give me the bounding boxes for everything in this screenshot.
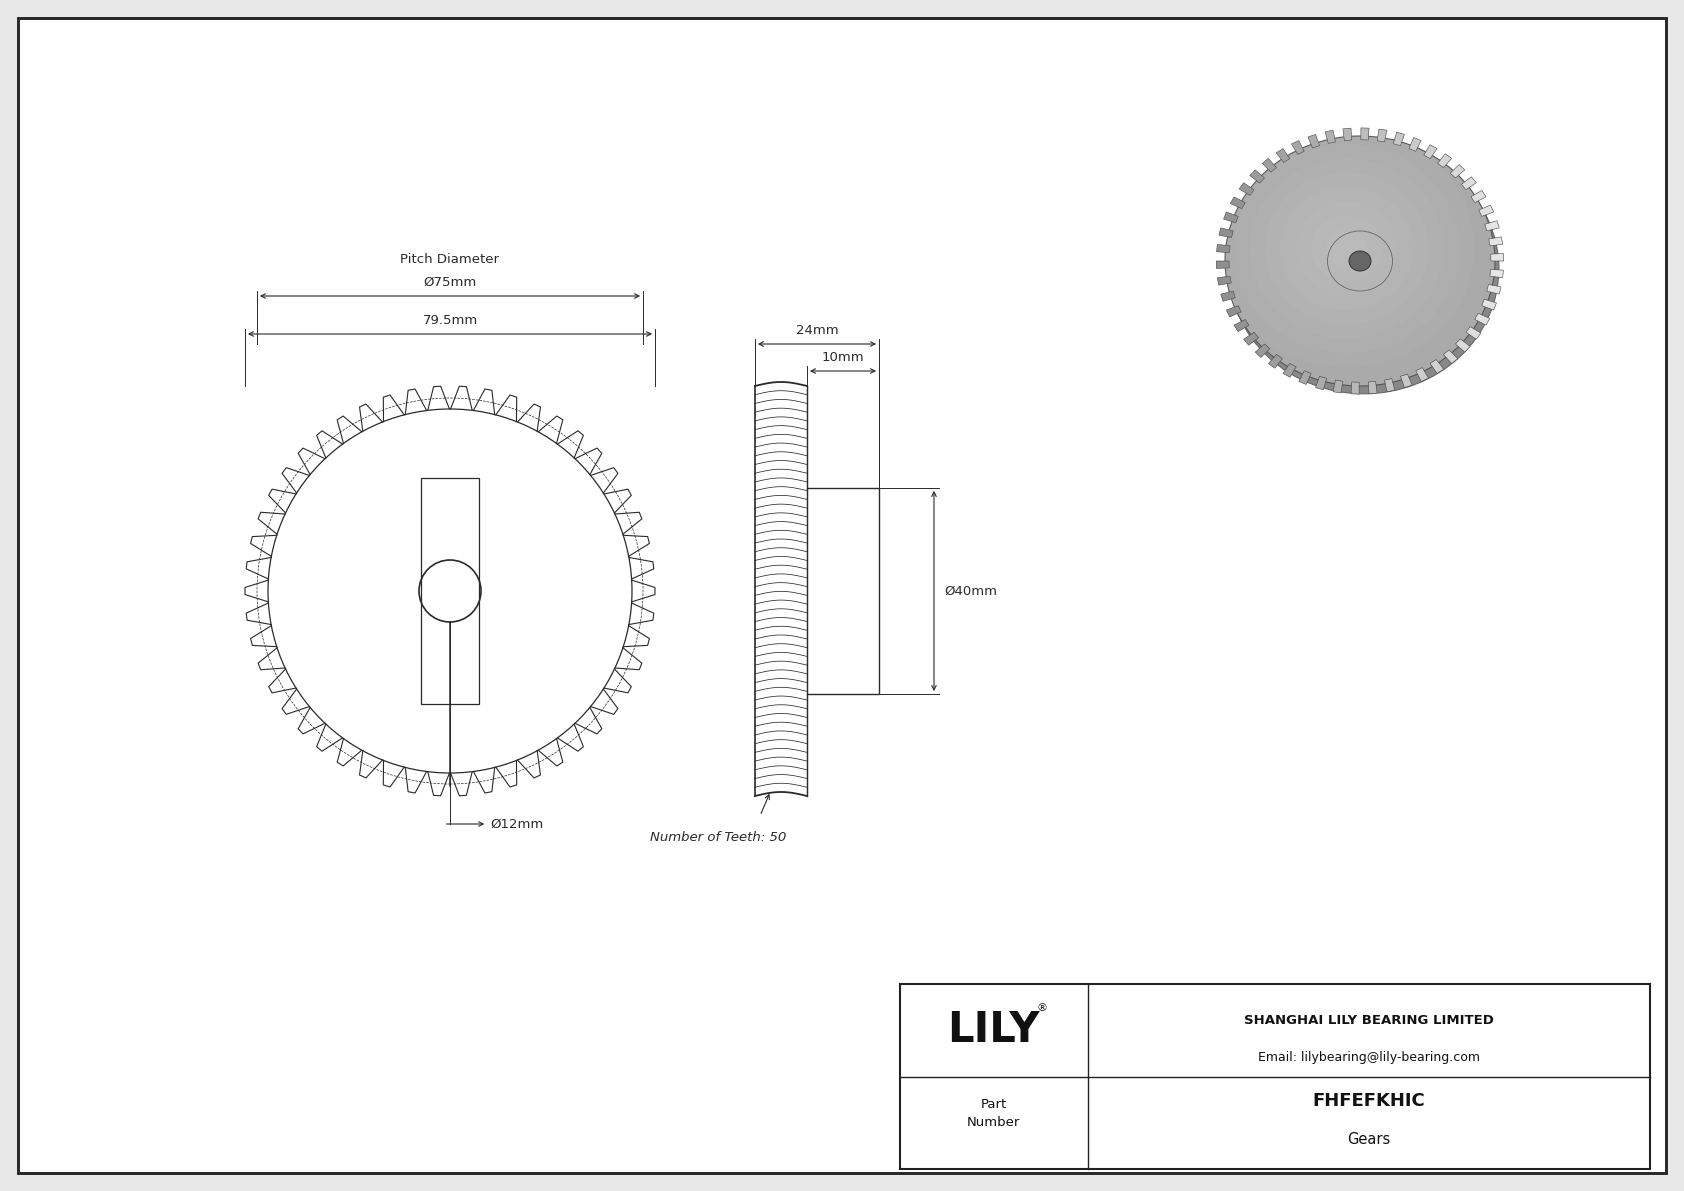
- Polygon shape: [1342, 129, 1352, 141]
- Polygon shape: [1219, 227, 1233, 237]
- Ellipse shape: [1349, 251, 1371, 272]
- Polygon shape: [1450, 164, 1465, 177]
- Text: Gears: Gears: [1347, 1131, 1391, 1147]
- Text: Email: lilybearing@lily-bearing.com: Email: lilybearing@lily-bearing.com: [1258, 1052, 1480, 1065]
- Polygon shape: [1263, 158, 1276, 172]
- Polygon shape: [1475, 313, 1490, 325]
- Polygon shape: [1216, 261, 1229, 268]
- Polygon shape: [1292, 141, 1303, 155]
- Polygon shape: [1255, 344, 1270, 357]
- Text: 24mm: 24mm: [795, 324, 839, 337]
- Polygon shape: [1361, 127, 1369, 141]
- Polygon shape: [1221, 291, 1234, 301]
- Text: LILY: LILY: [948, 1009, 1041, 1052]
- Bar: [421, 479, 480, 704]
- Polygon shape: [1367, 381, 1378, 394]
- Polygon shape: [1250, 170, 1265, 183]
- Polygon shape: [1485, 220, 1499, 231]
- Polygon shape: [1276, 149, 1290, 162]
- Polygon shape: [1423, 145, 1436, 158]
- Polygon shape: [1490, 269, 1504, 278]
- Text: 10mm: 10mm: [822, 351, 864, 364]
- Polygon shape: [1218, 276, 1231, 285]
- Bar: [899, 984, 1650, 1170]
- Polygon shape: [1308, 135, 1320, 148]
- Polygon shape: [1234, 319, 1250, 331]
- Polygon shape: [1410, 137, 1421, 151]
- Polygon shape: [1378, 129, 1388, 142]
- Polygon shape: [1490, 254, 1504, 261]
- Text: Ø12mm: Ø12mm: [490, 817, 544, 830]
- Polygon shape: [1283, 363, 1297, 378]
- Polygon shape: [1416, 368, 1428, 381]
- Text: ®: ®: [1036, 1003, 1047, 1014]
- Polygon shape: [1244, 332, 1258, 345]
- Polygon shape: [1226, 306, 1241, 317]
- Ellipse shape: [1229, 144, 1499, 394]
- Polygon shape: [1467, 326, 1480, 339]
- Text: Ø40mm: Ø40mm: [945, 585, 997, 598]
- Polygon shape: [1224, 212, 1238, 223]
- Polygon shape: [1438, 154, 1452, 168]
- Polygon shape: [1489, 237, 1502, 245]
- Polygon shape: [1216, 244, 1229, 252]
- Text: 79.5mm: 79.5mm: [423, 314, 478, 328]
- Text: Ø75mm: Ø75mm: [423, 276, 477, 289]
- Polygon shape: [1268, 355, 1282, 368]
- Polygon shape: [1487, 285, 1500, 294]
- Polygon shape: [1351, 382, 1359, 394]
- Polygon shape: [1430, 360, 1443, 374]
- Polygon shape: [1239, 182, 1255, 195]
- Ellipse shape: [1224, 136, 1495, 386]
- Polygon shape: [1479, 205, 1494, 217]
- Polygon shape: [1455, 339, 1470, 353]
- Text: Pitch Diameter: Pitch Diameter: [401, 252, 500, 266]
- Polygon shape: [1231, 197, 1244, 208]
- Text: Number of Teeth: 50: Number of Teeth: 50: [650, 831, 786, 844]
- Text: FHFEFKHIC: FHFEFKHIC: [1312, 1091, 1425, 1110]
- Text: Part
Number: Part Number: [967, 1098, 1021, 1129]
- Polygon shape: [1384, 379, 1394, 392]
- Polygon shape: [1472, 191, 1485, 202]
- Polygon shape: [1315, 376, 1327, 389]
- Polygon shape: [1482, 299, 1497, 310]
- Polygon shape: [1443, 350, 1458, 363]
- Bar: [807, 488, 879, 694]
- Polygon shape: [1401, 374, 1413, 387]
- Polygon shape: [1334, 380, 1342, 393]
- Text: SHANGHAI LILY BEARING LIMITED: SHANGHAI LILY BEARING LIMITED: [1244, 1015, 1494, 1028]
- Polygon shape: [1462, 176, 1477, 189]
- Polygon shape: [1325, 130, 1335, 143]
- Polygon shape: [1298, 370, 1312, 385]
- Polygon shape: [1393, 132, 1404, 145]
